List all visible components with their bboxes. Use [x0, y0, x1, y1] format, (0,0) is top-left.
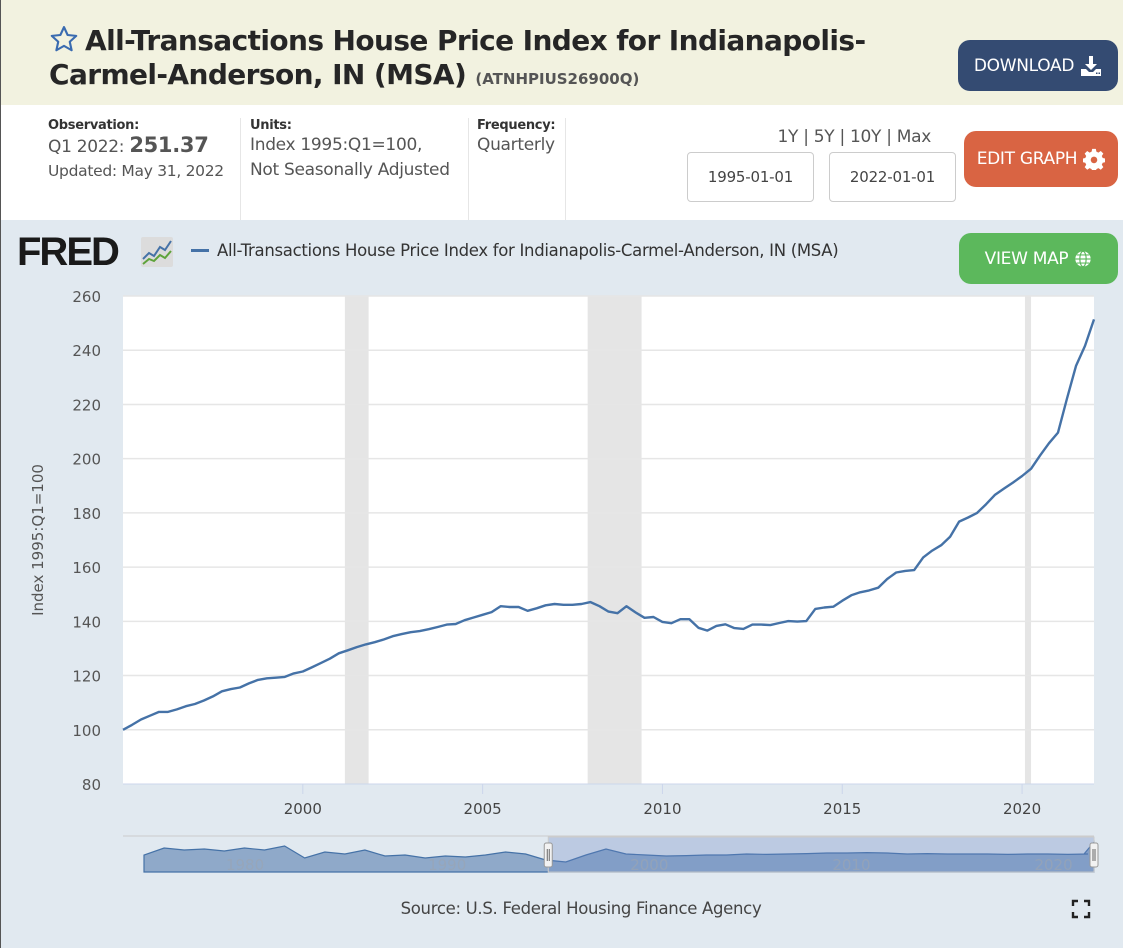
- x-tick-label: 2010: [643, 800, 681, 818]
- x-tick-label: 2020: [1003, 800, 1041, 818]
- observation-value: 251.37: [129, 133, 209, 157]
- legend-swatch: [191, 249, 209, 252]
- recession-band: [587, 296, 642, 784]
- y-tick-label: 260: [72, 288, 101, 306]
- navigator-area: [143, 840, 1095, 873]
- navigator-handle-right[interactable]: [1089, 842, 1099, 868]
- navigator-label: 2000: [630, 856, 668, 874]
- title-text: All-Transactions House Price Index for I…: [49, 24, 866, 91]
- y-tick-label: 80: [82, 776, 101, 794]
- recession-band: [344, 296, 369, 784]
- y-axis-label: Index 1995:Q1=100: [29, 464, 47, 616]
- x-tick-label: 2015: [823, 800, 861, 818]
- edit-graph-label: EDIT GRAPH: [976, 149, 1078, 169]
- star-outline-icon[interactable]: [49, 24, 79, 54]
- y-tick-label: 240: [72, 342, 101, 360]
- updated-date: Updated: May 31, 2022: [48, 162, 224, 180]
- units-line2: Not Seasonally Adjusted: [250, 160, 450, 180]
- units-label: Units:: [250, 118, 292, 133]
- gear-icon: [1083, 148, 1106, 170]
- globe-icon: [1075, 250, 1092, 267]
- units-block: Units: Index 1995:Q1=100, Not Seasonally…: [240, 118, 470, 220]
- legend-label: All-Transactions House Price Index for I…: [217, 241, 839, 260]
- download-label: DOWNLOAD: [973, 55, 1075, 76]
- navigator-label: 2020: [1034, 856, 1072, 874]
- observation-block: Observation: Q1 2022: 251.37 Updated: Ma…: [48, 118, 240, 220]
- observation-period: Q1 2022:: [48, 137, 125, 157]
- source-note: Source: U.S. Federal Housing Finance Age…: [400, 899, 762, 918]
- view-map-button[interactable]: VIEW MAP: [959, 233, 1118, 284]
- x-tick-label: 2000: [284, 800, 322, 818]
- fred-chart-icon: [141, 237, 173, 267]
- header: All-Transactions House Price Index for I…: [1, 0, 1123, 105]
- download-button[interactable]: DOWNLOAD: [958, 40, 1118, 91]
- y-tick-label: 200: [72, 451, 101, 469]
- range-max[interactable]: Max: [896, 127, 932, 147]
- y-tick-label: 160: [72, 559, 101, 577]
- range-10y[interactable]: 10Y: [849, 127, 882, 147]
- frequency-value: Quarterly: [477, 135, 555, 155]
- start-date-input[interactable]: 1995-01-01: [687, 152, 814, 202]
- navigator-label: 2010: [832, 856, 870, 874]
- series-line: [122, 319, 1096, 731]
- units-line1: Index 1995:Q1=100,: [250, 135, 423, 155]
- navigator-label: 1980: [226, 856, 264, 874]
- end-date-input[interactable]: 2022-01-01: [829, 152, 956, 202]
- frequency-block: Frequency: Quarterly: [468, 118, 566, 220]
- range-1y[interactable]: 1Y: [777, 127, 799, 147]
- frequency-label: Frequency:: [477, 118, 556, 133]
- view-map-label: VIEW MAP: [984, 248, 1069, 269]
- download-icon: [1081, 55, 1102, 76]
- y-tick-label: 100: [72, 722, 101, 740]
- chart-legend: All-Transactions House Price Index for I…: [191, 241, 839, 260]
- page-title: All-Transactions House Price Index for I…: [49, 24, 929, 96]
- fred-logo: FRED: [17, 230, 120, 274]
- x-tick-label: 2005: [464, 800, 502, 818]
- y-tick-label: 140: [72, 613, 101, 631]
- range-selector: 1Y | 5Y | 10Y | Max: [777, 127, 932, 147]
- y-tick-label: 120: [72, 668, 101, 686]
- fullscreen-icon[interactable]: [1071, 899, 1091, 919]
- series-id: (ATNHPIUS26900Q): [475, 70, 640, 88]
- y-tick-label: 220: [72, 396, 101, 414]
- y-tick-label: 180: [72, 505, 101, 523]
- navigator-label: 1990: [428, 856, 466, 874]
- observation-label: Observation:: [48, 118, 140, 133]
- recession-band: [1024, 296, 1032, 784]
- edit-graph-button[interactable]: EDIT GRAPH: [964, 131, 1118, 187]
- range-5y[interactable]: 5Y: [813, 127, 835, 147]
- navigator-handle-left[interactable]: [543, 842, 553, 868]
